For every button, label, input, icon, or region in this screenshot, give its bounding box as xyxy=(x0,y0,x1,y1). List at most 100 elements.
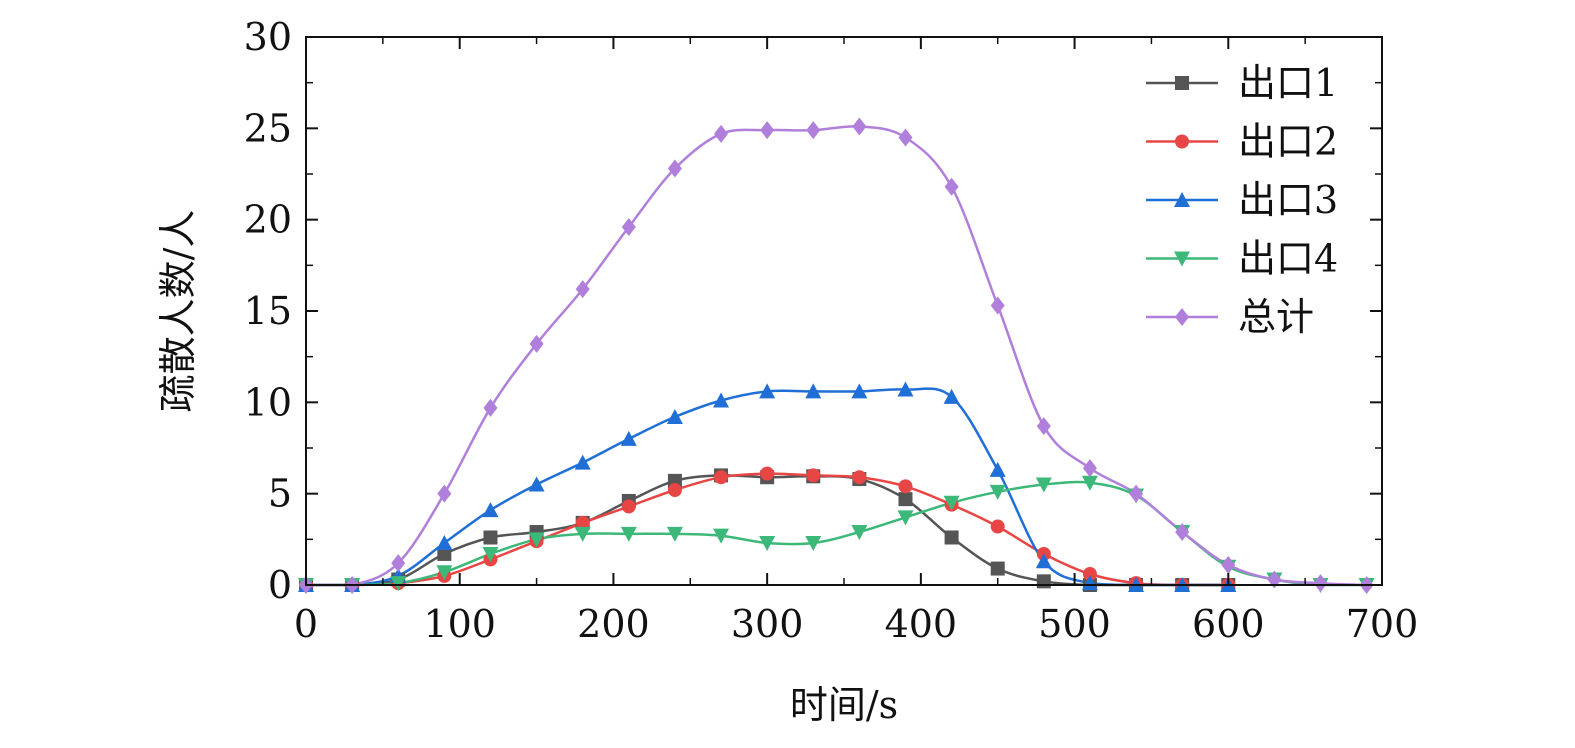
data-point xyxy=(620,430,637,446)
x-tick-label: 500 xyxy=(1038,602,1111,646)
data-point xyxy=(714,124,729,143)
data-point xyxy=(575,515,590,530)
data-point xyxy=(574,526,591,542)
data-point xyxy=(620,526,637,542)
legend-item: 出口1 xyxy=(1146,61,1338,105)
x-tick-label: 100 xyxy=(423,602,496,646)
legend-marker xyxy=(1174,192,1190,207)
data-point xyxy=(897,510,914,526)
legend-item: 出口3 xyxy=(1146,178,1338,222)
y-tick-label: 5 xyxy=(268,472,292,516)
data-point xyxy=(1129,484,1144,503)
data-point xyxy=(944,530,959,545)
y-tick-label: 30 xyxy=(244,15,292,59)
legend-label: 出口2 xyxy=(1238,120,1338,164)
data-point xyxy=(898,479,913,494)
legend-item: 出口4 xyxy=(1146,237,1338,281)
data-point xyxy=(1081,575,1098,591)
data-point xyxy=(852,117,867,136)
data-point xyxy=(760,121,775,140)
data-point xyxy=(483,398,498,417)
data-point xyxy=(806,468,821,483)
data-point xyxy=(482,546,499,562)
data-point xyxy=(898,492,913,507)
series-markers-4 xyxy=(298,475,1375,593)
data-point xyxy=(760,466,775,481)
data-point xyxy=(852,470,867,485)
tick-labels: 0 100 200 300 400 500 600 700 0 5 10 15 20 25 30 xyxy=(244,15,1419,646)
legend-label: 出口1 xyxy=(1238,61,1338,105)
data-point xyxy=(483,530,498,545)
legend-label: 出口4 xyxy=(1238,237,1338,281)
axis-ticks xyxy=(305,36,1383,586)
data-point xyxy=(944,177,959,196)
data-point xyxy=(1035,553,1052,569)
x-tick-label: 0 xyxy=(294,602,318,646)
series-markers-5 xyxy=(299,117,1374,594)
data-point xyxy=(437,546,452,561)
data-point xyxy=(621,499,636,514)
y-tick-label: 10 xyxy=(244,380,292,424)
data-point xyxy=(1036,417,1051,436)
data-point xyxy=(1081,475,1098,491)
data-point xyxy=(1082,459,1097,478)
data-point xyxy=(989,461,1006,477)
data-point xyxy=(990,296,1005,315)
y-tick-label: 15 xyxy=(244,289,292,333)
data-point xyxy=(759,535,776,551)
data-point xyxy=(529,334,544,353)
data-point xyxy=(1175,523,1190,542)
data-point xyxy=(574,454,591,470)
data-point xyxy=(666,408,683,424)
x-tick-label: 200 xyxy=(577,602,650,646)
legend-marker xyxy=(1175,308,1189,326)
data-point xyxy=(943,495,960,511)
data-point xyxy=(943,388,960,404)
plot-curves xyxy=(306,125,1367,587)
data-point xyxy=(437,484,452,503)
legend-item: 总计 xyxy=(1146,295,1314,339)
data-point xyxy=(666,526,683,542)
data-point xyxy=(714,470,729,485)
data-point xyxy=(436,534,453,550)
plot-markers xyxy=(298,117,1375,594)
data-point xyxy=(805,383,822,399)
data-point xyxy=(436,565,453,581)
y-tick-label: 20 xyxy=(244,198,292,242)
data-point xyxy=(713,392,730,408)
data-point xyxy=(897,381,914,397)
legend-item: 出口2 xyxy=(1146,120,1338,164)
data-point xyxy=(713,528,730,544)
data-point xyxy=(1313,574,1328,593)
data-point xyxy=(482,502,499,518)
data-point xyxy=(667,483,682,498)
y-tick-label: 0 xyxy=(268,563,292,607)
y-tick-label: 25 xyxy=(244,106,292,150)
data-point xyxy=(990,519,1005,534)
data-point xyxy=(621,217,636,236)
plot-frame xyxy=(305,36,1383,586)
x-tick-label: 700 xyxy=(1346,602,1419,646)
data-point xyxy=(759,383,776,399)
x-tick-label: 400 xyxy=(885,602,958,646)
legend: 出口1 出口2 出口3 出口4 总计 xyxy=(1146,61,1338,339)
data-point xyxy=(806,121,821,140)
data-point xyxy=(989,484,1006,500)
series-line-5 xyxy=(306,125,1367,587)
y-axis-title: 疏散人数/人 xyxy=(156,210,200,413)
legend-marker xyxy=(1175,76,1189,90)
x-axis-title: 时间/s xyxy=(790,683,898,727)
data-point xyxy=(1036,574,1051,589)
data-point xyxy=(575,280,590,299)
data-point xyxy=(528,532,545,548)
legend-label: 出口3 xyxy=(1238,178,1338,222)
legend-marker xyxy=(1175,134,1189,149)
legend-marker xyxy=(1174,251,1190,267)
data-point xyxy=(1221,555,1236,574)
data-point xyxy=(898,128,913,147)
data-point xyxy=(1082,567,1097,582)
data-point xyxy=(667,159,682,178)
data-point xyxy=(391,554,406,573)
data-point xyxy=(390,576,407,592)
